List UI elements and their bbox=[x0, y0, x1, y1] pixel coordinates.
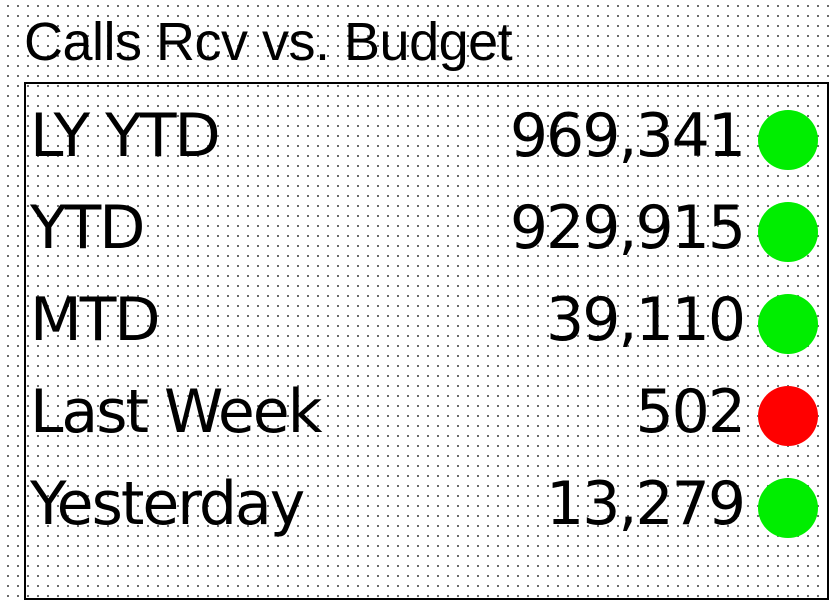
kpi-value: 929,915 bbox=[509, 193, 746, 263]
kpi-label: LY YTD bbox=[30, 101, 221, 171]
kpi-value: 39,110 bbox=[546, 285, 746, 355]
kpi-panel: LY YTD 969,341 YTD 929,915 MTD 39,110 La… bbox=[24, 82, 829, 600]
green-status-dot-icon bbox=[758, 202, 818, 262]
green-status-dot-icon bbox=[758, 110, 818, 170]
kpi-value: 502 bbox=[635, 377, 746, 447]
kpi-value: 13,279 bbox=[546, 469, 746, 539]
kpi-label: YTD bbox=[30, 193, 146, 263]
kpi-row-last-week: Last Week 502 bbox=[26, 366, 827, 458]
red-status-dot-icon bbox=[758, 386, 818, 446]
kpi-row-mtd: MTD 39,110 bbox=[26, 274, 827, 366]
kpi-label: Yesterday bbox=[30, 469, 305, 539]
kpi-row-ytd: YTD 929,915 bbox=[26, 182, 827, 274]
kpi-label: MTD bbox=[30, 285, 161, 355]
green-status-dot-icon bbox=[758, 478, 818, 538]
widget-title: Calls Rcv vs. Budget bbox=[24, 12, 513, 72]
kpi-value: 969,341 bbox=[509, 101, 746, 171]
kpi-row-ly-ytd: LY YTD 969,341 bbox=[26, 90, 827, 182]
green-status-dot-icon bbox=[758, 294, 818, 354]
kpi-label: Last Week bbox=[30, 377, 322, 447]
kpi-row-yesterday: Yesterday 13,279 bbox=[26, 458, 827, 550]
